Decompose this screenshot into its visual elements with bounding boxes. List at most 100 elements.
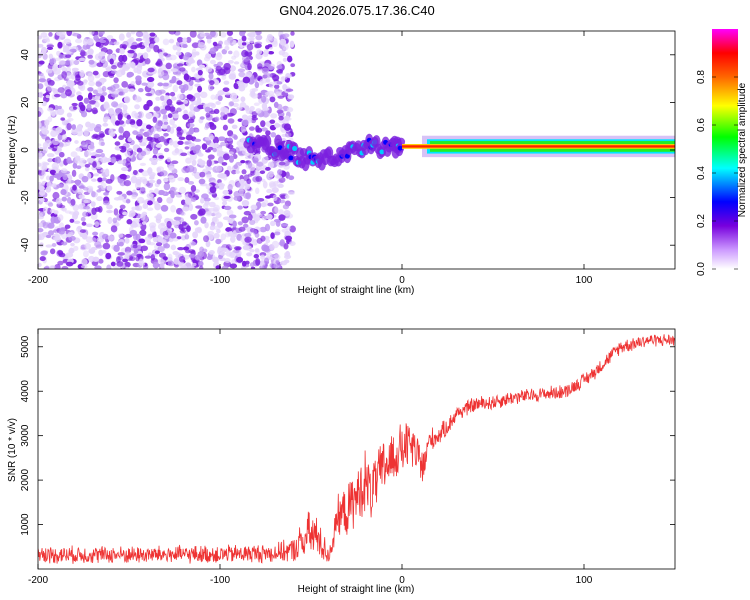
noise-speckle bbox=[51, 243, 57, 248]
noise-speckle bbox=[169, 232, 177, 239]
noise-speckle bbox=[285, 235, 293, 241]
noise-speckle bbox=[67, 232, 74, 236]
noise-speckle bbox=[139, 176, 147, 183]
noise-speckle bbox=[241, 216, 249, 224]
noise-speckle bbox=[138, 258, 144, 266]
noise-speckle bbox=[281, 228, 289, 233]
noise-speckle bbox=[209, 135, 215, 140]
noise-speckle bbox=[105, 252, 112, 260]
noise-speckle bbox=[240, 125, 247, 133]
noise-speckle bbox=[209, 186, 217, 194]
noise-speckle bbox=[263, 257, 270, 265]
noise-speckle bbox=[191, 197, 196, 202]
noise-speckle bbox=[282, 116, 289, 120]
noise-speckle bbox=[189, 103, 195, 111]
noise-speckle bbox=[144, 58, 151, 65]
noise-speckle bbox=[166, 125, 171, 133]
noise-speckle bbox=[121, 81, 129, 88]
noise-speckle bbox=[50, 127, 57, 131]
noise-speckle bbox=[116, 261, 124, 267]
noise-speckle bbox=[218, 136, 226, 142]
noise-speckle bbox=[241, 169, 247, 175]
noise-speckle bbox=[226, 112, 234, 118]
noise-speckle bbox=[60, 168, 68, 174]
noise-speckle bbox=[92, 70, 99, 76]
noise-speckle bbox=[86, 103, 92, 111]
noise-speckle bbox=[146, 200, 153, 206]
noise-speckle bbox=[77, 123, 83, 132]
noise-speckle bbox=[208, 110, 216, 115]
noise-speckle bbox=[146, 207, 154, 211]
noise-speckle bbox=[38, 72, 44, 76]
noise-speckle bbox=[270, 257, 277, 264]
noise-speckle bbox=[156, 196, 163, 204]
noise-speckle bbox=[215, 165, 223, 172]
noise-speckle bbox=[135, 205, 143, 211]
noise-speckle bbox=[39, 198, 45, 202]
noise-speckle bbox=[235, 181, 241, 188]
noise-speckle bbox=[94, 207, 101, 212]
noise-speckle bbox=[54, 235, 62, 243]
noise-speckle bbox=[126, 190, 133, 196]
noise-speckle bbox=[92, 109, 99, 114]
noise-speckle bbox=[117, 233, 124, 238]
noise-speckle bbox=[261, 67, 269, 74]
noise-speckle bbox=[126, 32, 132, 38]
noise-speckle bbox=[111, 101, 119, 108]
noise-speckle bbox=[134, 104, 141, 110]
noise-speckle bbox=[170, 68, 179, 73]
noise-speckle bbox=[125, 119, 131, 125]
noise-speckle bbox=[158, 155, 165, 159]
noise-speckle bbox=[47, 222, 55, 229]
snr-plot-area bbox=[38, 334, 675, 564]
signal-peak bbox=[397, 145, 403, 151]
noise-speckle bbox=[49, 208, 56, 214]
noise-speckle bbox=[290, 63, 296, 68]
noise-speckle bbox=[170, 160, 179, 165]
noise-speckle bbox=[140, 187, 146, 192]
noise-speckle bbox=[223, 205, 232, 211]
noise-speckle bbox=[91, 190, 96, 198]
noise-speckle bbox=[183, 109, 188, 115]
noise-speckle bbox=[249, 219, 256, 225]
noise-speckle bbox=[138, 87, 144, 93]
noise-speckle bbox=[108, 108, 115, 115]
noise-speckle bbox=[264, 195, 272, 199]
noise-speckle bbox=[220, 111, 225, 117]
noise-speckle bbox=[71, 169, 77, 177]
noise-speckle bbox=[66, 196, 72, 204]
noise-speckle bbox=[58, 229, 65, 235]
noise-speckle bbox=[85, 121, 92, 128]
noise-speckle bbox=[100, 141, 105, 146]
noise-speckle bbox=[172, 44, 178, 51]
noise-speckle bbox=[156, 179, 162, 185]
noise-speckle bbox=[163, 243, 171, 249]
noise-speckle bbox=[209, 47, 217, 55]
noise-speckle bbox=[126, 147, 133, 152]
noise-speckle bbox=[47, 158, 53, 163]
noise-speckle bbox=[224, 258, 231, 263]
noise-speckle bbox=[88, 59, 95, 65]
noise-speckle bbox=[196, 96, 202, 105]
noise-speckle bbox=[176, 128, 184, 135]
noise-speckle bbox=[164, 95, 170, 100]
noise-speckle bbox=[215, 65, 222, 72]
noise-speckle bbox=[159, 261, 165, 269]
noise-speckle bbox=[38, 222, 43, 228]
snr-xtick-label: -100 bbox=[210, 575, 230, 586]
noise-speckle bbox=[176, 36, 184, 43]
noise-speckle bbox=[192, 231, 199, 239]
noise-speckle bbox=[132, 130, 139, 135]
noise-speckle bbox=[98, 130, 105, 139]
noise-speckle bbox=[152, 147, 159, 155]
noise-speckle bbox=[216, 152, 223, 157]
noise-speckle bbox=[187, 129, 193, 136]
noise-speckle bbox=[196, 59, 203, 67]
noise-speckle bbox=[162, 38, 170, 46]
noise-speckle bbox=[57, 260, 64, 266]
noise-speckle bbox=[103, 157, 111, 163]
noise-speckle bbox=[45, 234, 52, 239]
noise-speckle bbox=[259, 170, 266, 175]
noise-speckle bbox=[176, 93, 184, 100]
noise-speckle bbox=[51, 183, 58, 188]
